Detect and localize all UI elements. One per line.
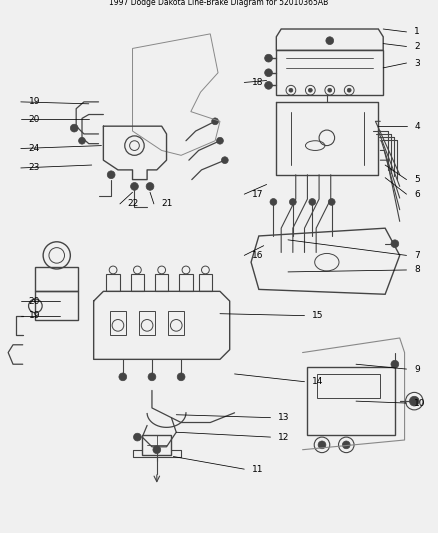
- Bar: [35, 292, 78, 320]
- Text: 4: 4: [414, 122, 420, 131]
- Text: 7: 7: [414, 251, 420, 260]
- Text: 23: 23: [28, 164, 40, 173]
- Bar: [110, 311, 126, 335]
- Text: 17: 17: [252, 190, 264, 199]
- Circle shape: [78, 138, 85, 144]
- Text: 8: 8: [414, 265, 420, 274]
- Circle shape: [289, 88, 293, 92]
- Bar: [139, 311, 155, 335]
- Text: 10: 10: [414, 399, 426, 408]
- Circle shape: [177, 373, 185, 381]
- Circle shape: [146, 182, 154, 190]
- Text: 6: 6: [414, 190, 420, 199]
- Circle shape: [328, 88, 332, 92]
- Text: 11: 11: [252, 465, 264, 474]
- Text: 1: 1: [414, 27, 420, 36]
- Bar: [131, 274, 144, 292]
- Circle shape: [410, 396, 419, 406]
- Text: 5: 5: [414, 175, 420, 184]
- Text: 2: 2: [414, 42, 420, 51]
- Circle shape: [318, 441, 326, 449]
- Bar: [142, 435, 171, 455]
- Circle shape: [148, 373, 156, 381]
- Bar: [307, 367, 395, 435]
- Circle shape: [222, 157, 228, 164]
- Text: 19: 19: [28, 98, 40, 107]
- Circle shape: [119, 373, 127, 381]
- Text: 13: 13: [278, 413, 290, 422]
- Text: 20: 20: [28, 296, 40, 305]
- Circle shape: [391, 360, 399, 368]
- Circle shape: [347, 88, 351, 92]
- Bar: [155, 274, 169, 292]
- Text: 20: 20: [28, 115, 40, 124]
- Text: 15: 15: [312, 311, 324, 320]
- Circle shape: [265, 54, 272, 62]
- Text: 24: 24: [28, 144, 40, 153]
- Text: 12: 12: [278, 433, 290, 441]
- Circle shape: [308, 88, 312, 92]
- Bar: [106, 274, 120, 292]
- Circle shape: [309, 199, 316, 205]
- Circle shape: [71, 124, 78, 132]
- Circle shape: [107, 171, 115, 179]
- Bar: [169, 311, 184, 335]
- Text: 19: 19: [28, 311, 40, 320]
- Circle shape: [265, 69, 272, 77]
- Text: 9: 9: [414, 365, 420, 374]
- Circle shape: [328, 199, 335, 205]
- Bar: [35, 267, 78, 292]
- Bar: [317, 374, 380, 398]
- Text: 1997 Dodge Dakota Line-Brake Diagram for 52010365AB: 1997 Dodge Dakota Line-Brake Diagram for…: [110, 0, 328, 7]
- Bar: [179, 274, 193, 292]
- Circle shape: [153, 446, 161, 454]
- Circle shape: [270, 199, 277, 205]
- Circle shape: [343, 441, 350, 449]
- Circle shape: [326, 37, 334, 45]
- Text: 22: 22: [127, 199, 139, 208]
- Circle shape: [391, 240, 399, 248]
- Circle shape: [212, 118, 219, 125]
- Bar: [198, 274, 212, 292]
- Circle shape: [131, 182, 138, 190]
- Text: 18: 18: [252, 78, 264, 87]
- Text: 14: 14: [312, 377, 324, 386]
- Text: 3: 3: [414, 59, 420, 68]
- Circle shape: [290, 199, 296, 205]
- Text: 16: 16: [252, 251, 264, 260]
- Circle shape: [216, 138, 223, 144]
- Circle shape: [134, 433, 141, 441]
- Text: 21: 21: [162, 199, 173, 208]
- Circle shape: [265, 82, 272, 89]
